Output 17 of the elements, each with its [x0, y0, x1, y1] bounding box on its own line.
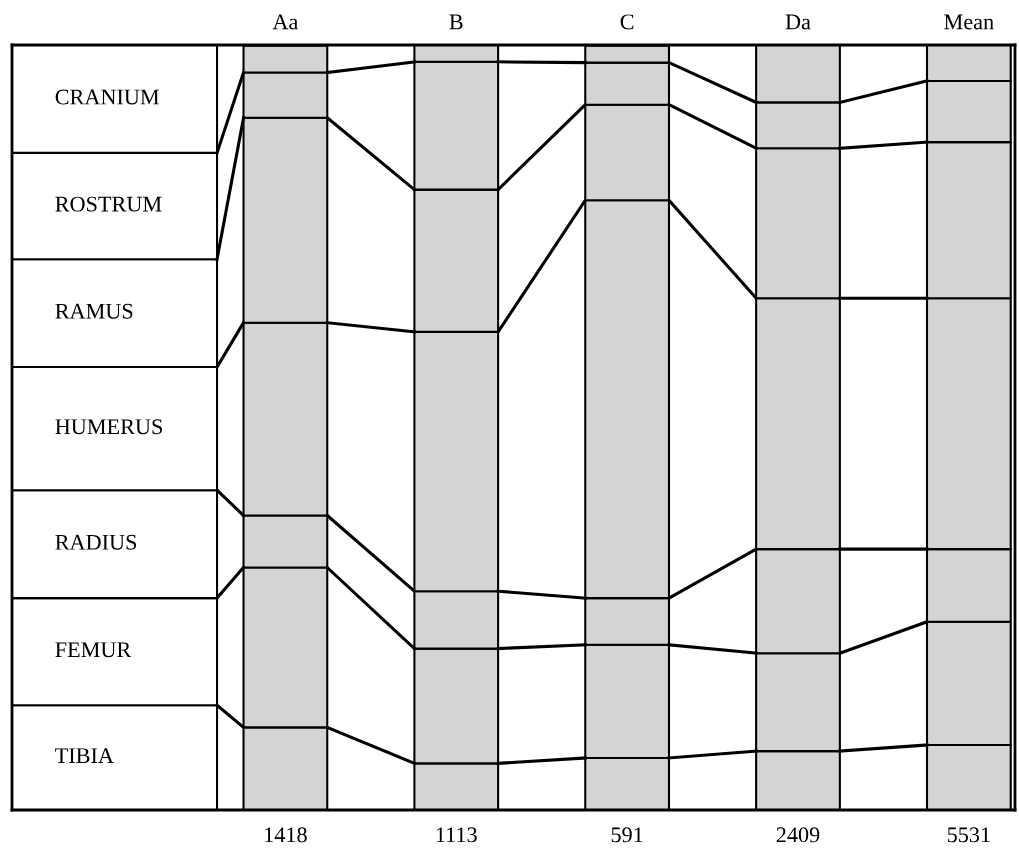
x-tick-label: B: [449, 14, 463, 30]
series-label: TIBIA: [55, 748, 114, 764]
series-label: RAMUS: [55, 303, 133, 319]
series-label: HUMERUS: [55, 419, 162, 435]
series-label: RADIUS: [55, 534, 137, 550]
text: 1418: [265, 827, 307, 843]
x-tick-label: Mean: [944, 14, 994, 30]
x-tick-label: C: [620, 14, 634, 30]
series-label: FEMUR: [55, 642, 132, 658]
text: 2409: [776, 827, 820, 843]
series-label: CRANIUM: [55, 89, 160, 105]
x-tick-label: Da: [785, 14, 811, 30]
text: 1113: [436, 827, 477, 843]
text: 5531: [947, 827, 990, 843]
series-label: ROSTRUM: [55, 196, 162, 212]
x-tick-label: Aa: [272, 14, 299, 30]
text: 591: [611, 827, 643, 843]
